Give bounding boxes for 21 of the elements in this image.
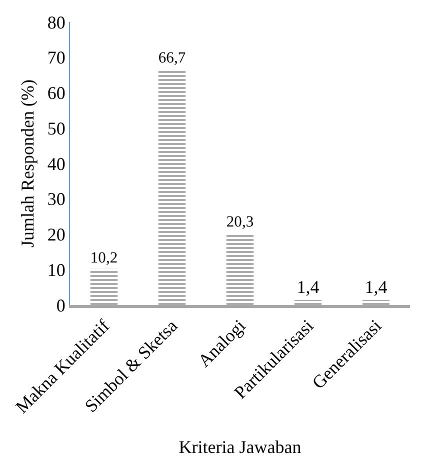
y-tick-label: 10 xyxy=(47,260,66,280)
bar xyxy=(90,268,118,305)
y-tick-label: 20 xyxy=(47,224,66,245)
bar xyxy=(226,233,254,305)
y-axis-title: Jumlah Responden (%) xyxy=(18,80,38,248)
y-tick-label: 30 xyxy=(47,189,66,210)
data-label: 66,7 xyxy=(158,50,186,67)
bar xyxy=(294,300,322,305)
y-tick-label: 40 xyxy=(47,154,66,174)
y-tick-label: 60 xyxy=(47,83,66,104)
y-tick-label: 50 xyxy=(47,118,66,138)
x-axis-title: Kriteria Jawaban xyxy=(178,437,302,458)
y-tick-label: 70 xyxy=(47,48,66,68)
data-label: 20,3 xyxy=(226,214,254,231)
data-label: 1,4 xyxy=(364,277,388,298)
data-label: 1,4 xyxy=(296,277,320,298)
y-tick-label: 80 xyxy=(47,12,66,32)
bar xyxy=(158,69,186,305)
bar xyxy=(362,300,390,305)
y-tick-label: 0 xyxy=(56,295,66,316)
data-label: 10,2 xyxy=(90,249,118,266)
